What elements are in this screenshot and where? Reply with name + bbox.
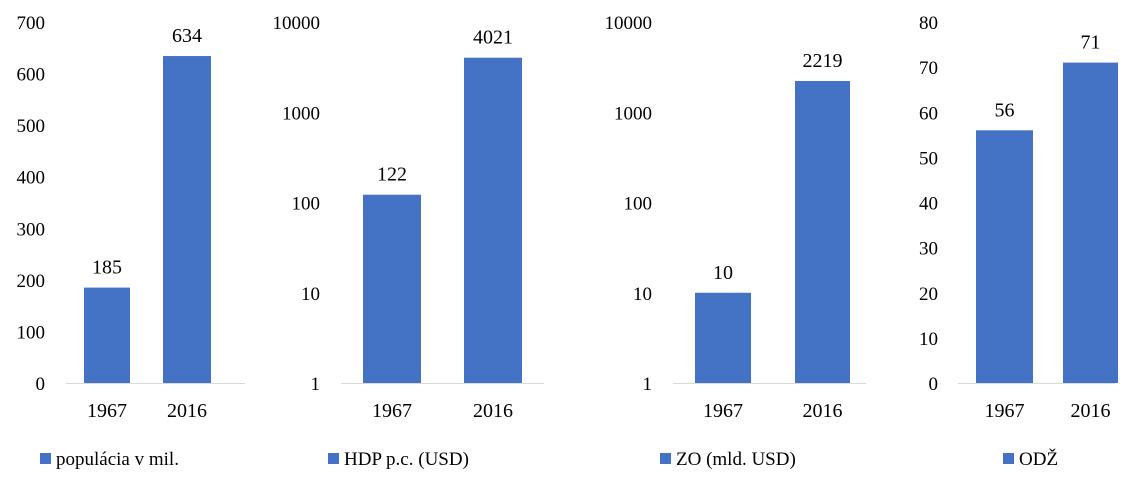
y-tick-label: 100 — [292, 194, 321, 215]
bar-1967 — [695, 292, 751, 383]
y-tick-label: 400 — [17, 168, 46, 189]
legend-swatch — [660, 453, 671, 464]
legend-swatch — [1003, 453, 1014, 464]
legend-label: populácia v mil. — [56, 449, 179, 470]
y-tick-label: 70 — [919, 58, 938, 79]
legend-swatch — [328, 453, 339, 464]
bar-2016 — [464, 57, 522, 383]
x-tick-label: 2016 — [803, 400, 843, 422]
x-tick-label: 2016 — [167, 400, 207, 422]
data-label: 56 — [995, 99, 1015, 121]
bar-2016 — [163, 56, 211, 384]
y-tick-label: 100 — [17, 322, 46, 343]
data-label: 634 — [172, 25, 202, 47]
x-tick-label: 1967 — [87, 400, 127, 422]
data-label: 10 — [713, 262, 733, 284]
y-tick-label: 0 — [36, 374, 46, 395]
y-tick-label: 300 — [17, 219, 46, 240]
y-tick-label: 700 — [17, 13, 46, 34]
legend-label: HDP p.c. (USD) — [344, 449, 469, 470]
y-tick-label: 10000 — [605, 13, 653, 34]
x-tick-label: 1967 — [372, 400, 412, 422]
y-tick-label: 10 — [633, 284, 652, 305]
data-label: 2219 — [803, 50, 843, 72]
data-label: 4021 — [473, 27, 513, 49]
x-tick-label: 2016 — [473, 400, 513, 422]
y-tick-label: 10000 — [273, 13, 321, 34]
y-tick-label: 600 — [17, 65, 46, 86]
y-tick-label: 20 — [919, 284, 938, 305]
y-tick-label: 40 — [919, 194, 938, 215]
bar-1967 — [976, 130, 1033, 383]
legend-label: ZO (mld. USD) — [676, 449, 796, 470]
y-tick-label: 100 — [624, 194, 653, 215]
x-tick-label: 2016 — [1071, 400, 1111, 422]
bar-1967 — [84, 287, 130, 383]
bar-2016 — [795, 81, 850, 383]
y-tick-label: 500 — [17, 116, 46, 137]
y-tick-label: 200 — [17, 271, 46, 292]
data-label: 185 — [92, 257, 122, 279]
y-tick-label: 1000 — [614, 103, 652, 124]
y-tick-label: 1 — [311, 374, 321, 395]
data-label: 122 — [377, 164, 407, 186]
y-tick-label: 10 — [919, 329, 938, 350]
bar-1967 — [363, 194, 421, 383]
legend-label: ODŽ — [1019, 448, 1058, 470]
y-tick-label: 10 — [301, 284, 320, 305]
data-label: 71 — [1081, 32, 1101, 54]
y-tick-label: 0 — [929, 374, 939, 395]
y-tick-label: 1 — [643, 374, 653, 395]
y-tick-label: 30 — [919, 239, 938, 260]
y-tick-label: 60 — [919, 103, 938, 124]
y-tick-label: 50 — [919, 148, 938, 169]
x-tick-label: 1967 — [703, 400, 743, 422]
y-tick-label: 1000 — [282, 103, 320, 124]
y-tick-label: 80 — [919, 13, 938, 34]
x-tick-label: 1967 — [985, 400, 1025, 422]
legend-swatch — [40, 453, 51, 464]
bar-2016 — [1063, 62, 1118, 384]
